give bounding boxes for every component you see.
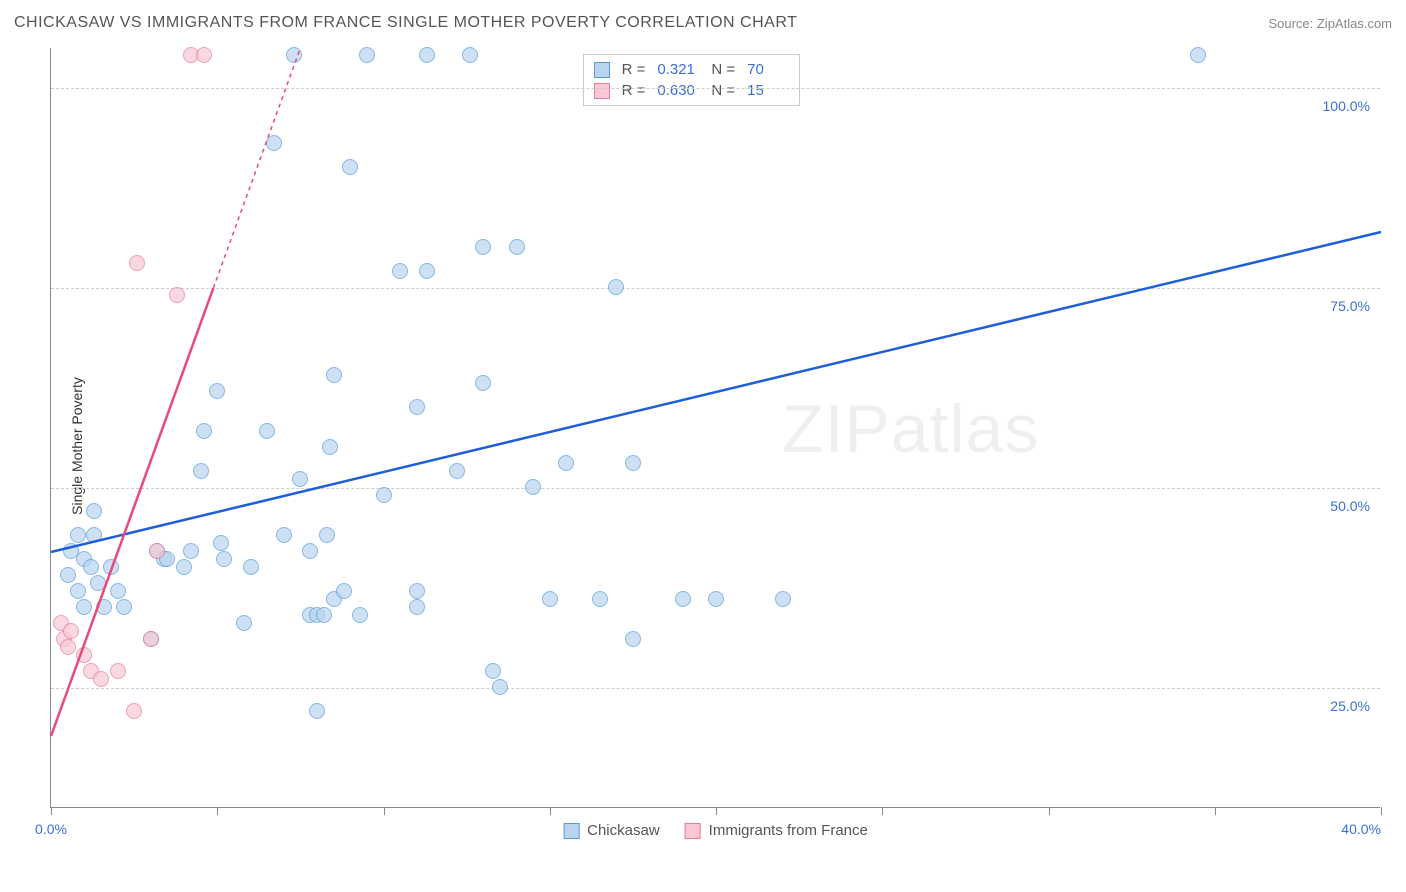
legend-label: Immigrants from France xyxy=(709,822,868,839)
x-tick xyxy=(550,807,551,815)
chart-title: CHICKASAW VS IMMIGRANTS FROM FRANCE SING… xyxy=(14,14,797,32)
legend-item: Immigrants from France xyxy=(685,822,868,839)
legend-swatch xyxy=(563,823,579,839)
legend-swatch xyxy=(685,823,701,839)
trend-lines xyxy=(51,48,1381,808)
scatter-plot: ZIPatlas R =0.321N =70R =0.630N =15 Chic… xyxy=(50,48,1380,808)
bottom-legend: Chickasaw Immigrants from France xyxy=(563,822,868,839)
x-tick xyxy=(217,807,218,815)
legend-label: Chickasaw xyxy=(587,822,660,839)
legend-item: Chickasaw xyxy=(563,822,660,839)
source-label: Source: ZipAtlas.com xyxy=(1268,16,1392,31)
chart-header: CHICKASAW VS IMMIGRANTS FROM FRANCE SING… xyxy=(14,14,1392,32)
x-tick xyxy=(51,807,52,815)
x-tick xyxy=(1381,807,1382,815)
x-tick xyxy=(882,807,883,815)
x-tick-label: 0.0% xyxy=(35,821,67,837)
x-tick xyxy=(1049,807,1050,815)
x-tick xyxy=(1215,807,1216,815)
x-tick xyxy=(716,807,717,815)
x-tick-label: 40.0% xyxy=(1341,821,1381,837)
x-tick xyxy=(384,807,385,815)
